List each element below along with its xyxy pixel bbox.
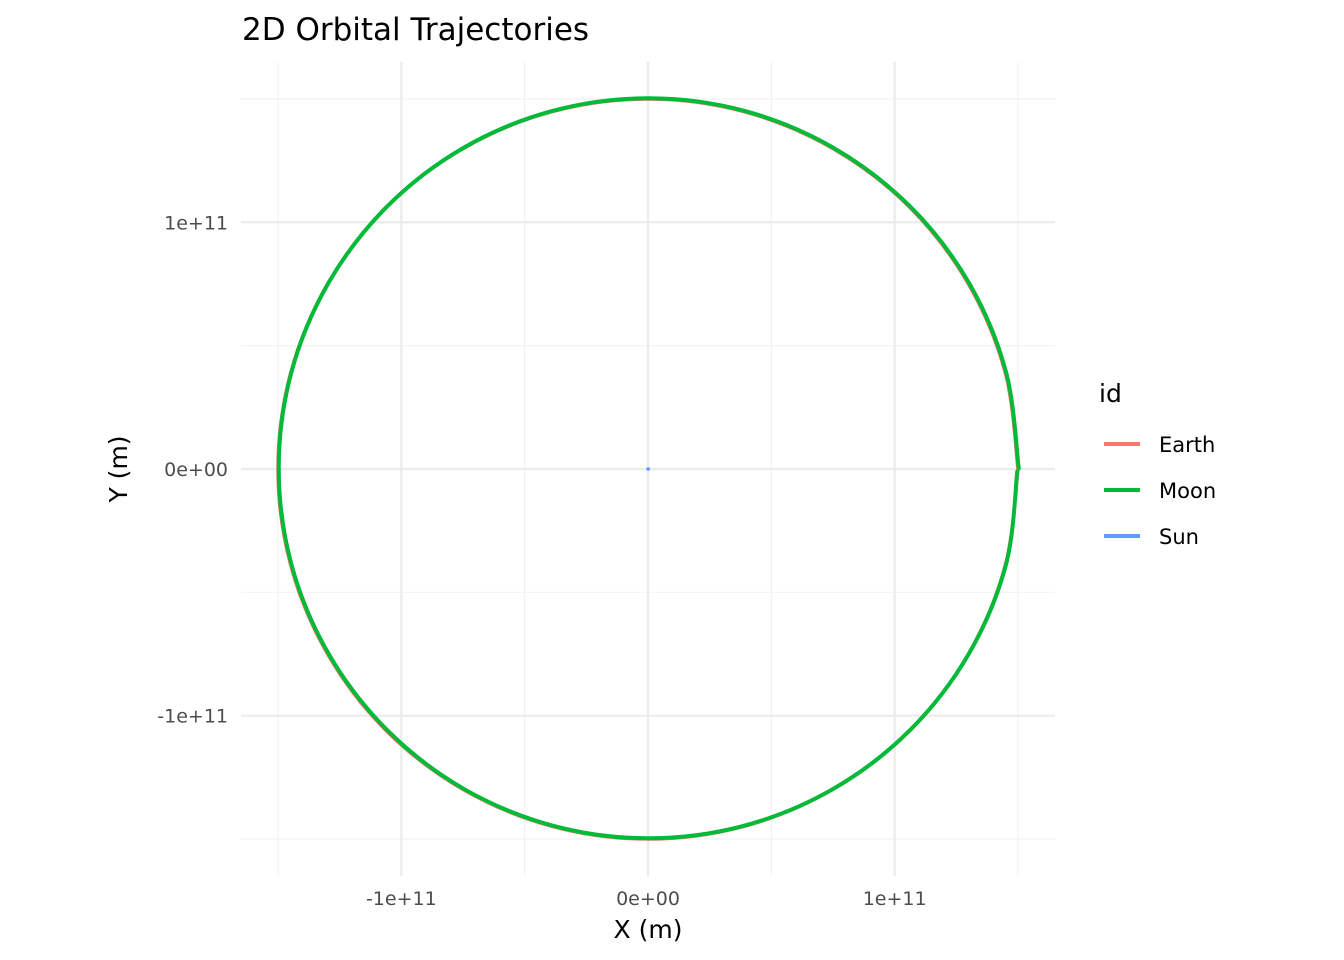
x-tick-label: 0e+00 (616, 888, 680, 910)
x-tick-label: -1e+11 (366, 888, 437, 910)
y-tick-label: 0e+00 (164, 459, 228, 481)
legend-label-moon: Moon (1159, 479, 1216, 503)
x-tick-label: 1e+11 (863, 888, 927, 910)
legend-label-sun: Sun (1159, 525, 1199, 549)
series-line-moon (276, 96, 1021, 841)
axis-ticks: -1e+11 0e+00 1e+11 1e+11 0e+00 -1e+11 (157, 212, 926, 910)
series-lines (276, 96, 1021, 841)
legend: id Earth Moon Sun (1099, 379, 1216, 549)
legend-title: id (1099, 379, 1122, 408)
y-tick-label: -1e+11 (157, 706, 228, 728)
x-axis-title: X (m) (614, 915, 683, 944)
y-tick-label: 1e+11 (164, 212, 228, 234)
legend-label-earth: Earth (1159, 433, 1215, 457)
y-axis-title: Y (m) (104, 435, 133, 503)
chart-title: 2D Orbital Trajectories (242, 12, 589, 48)
